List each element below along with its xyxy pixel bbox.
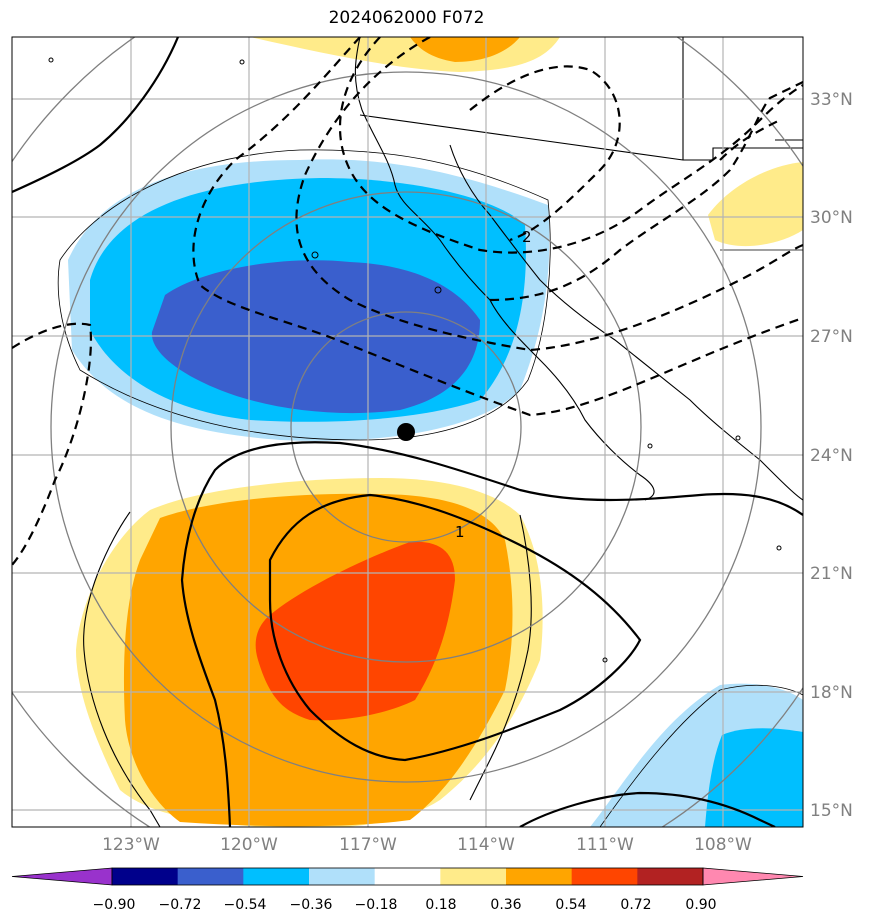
colorbar-segment [571,868,638,885]
anomaly-red [255,541,455,721]
lon-label: 117°W [339,835,397,855]
map-plot-area: 2 1 [12,37,803,827]
anomaly-blue-dark [151,260,480,414]
colorbar-tick-label: −0.54 [224,897,267,913]
lat-label: 27°N [810,327,853,347]
dashed-contours [12,37,803,566]
anomaly-yellow-east [708,162,803,247]
colorbar-extend-low [11,867,113,886]
colorbar-labels: −0.90 −0.72 −0.54 −0.36 −0.18 0.18 0.36 … [93,897,717,913]
colorbar-tick-label: 0.18 [425,897,456,913]
lat-label: 21°N [810,564,853,584]
map-title: 2024062000 F072 [328,8,485,28]
colorbar-segment [374,868,441,885]
lat-label: 15°N [810,801,853,821]
colorbar-segment [243,868,310,885]
colorbar-extend-high [702,867,804,886]
colorbar-tick-label: 0.36 [490,897,521,913]
lon-label: 111°W [576,835,634,855]
colorbar-segment [506,868,573,885]
colorbar-tick-label: −0.72 [159,897,202,913]
colorbar-tick-label: −0.36 [290,897,333,913]
colorbar-frame [111,867,704,886]
colorbar-segment [637,868,704,885]
islands [48,57,782,663]
colorbar-tick-label: 0.72 [620,897,651,913]
lon-label: 114°W [457,835,515,855]
lon-label: 123°W [102,835,160,855]
colorbar-segment [112,868,179,885]
anomaly-blue-mid-se [705,728,803,827]
lat-label: 33°N [810,90,853,110]
contour-label-2: 2 [522,228,532,246]
colorbar-tick-label: 0.54 [555,897,586,913]
range-ring [170,191,642,663]
range-ring [50,71,762,783]
map-frame [11,36,804,828]
solid-contours [12,37,803,827]
lat-label: 18°N [810,683,853,703]
longitude-labels: 123°W 120°W 117°W 114°W 111°W 108°W [102,835,752,855]
colorbar-tick-label: −0.18 [355,897,398,913]
colorbar [11,867,804,886]
contour-label-1: 1 [455,523,465,541]
lon-label: 108°W [694,835,752,855]
storm-center-marker [397,423,415,441]
colorbar-segment [440,868,507,885]
lat-label: 24°N [810,446,853,466]
colorbar-tick-label: −0.90 [93,897,136,913]
colorbar-tick-label: 0.90 [685,897,716,913]
lon-label: 120°W [220,835,278,855]
anomaly-orange-north [410,37,520,62]
lat-label: 30°N [810,208,853,228]
colorbar-segment [177,868,244,885]
colorbar-segment [309,868,376,885]
range-ring [290,311,522,543]
range-rings [12,37,803,827]
latitude-labels: 33°N 30°N 27°N 24°N 21°N 18°N 15°N [810,90,853,821]
